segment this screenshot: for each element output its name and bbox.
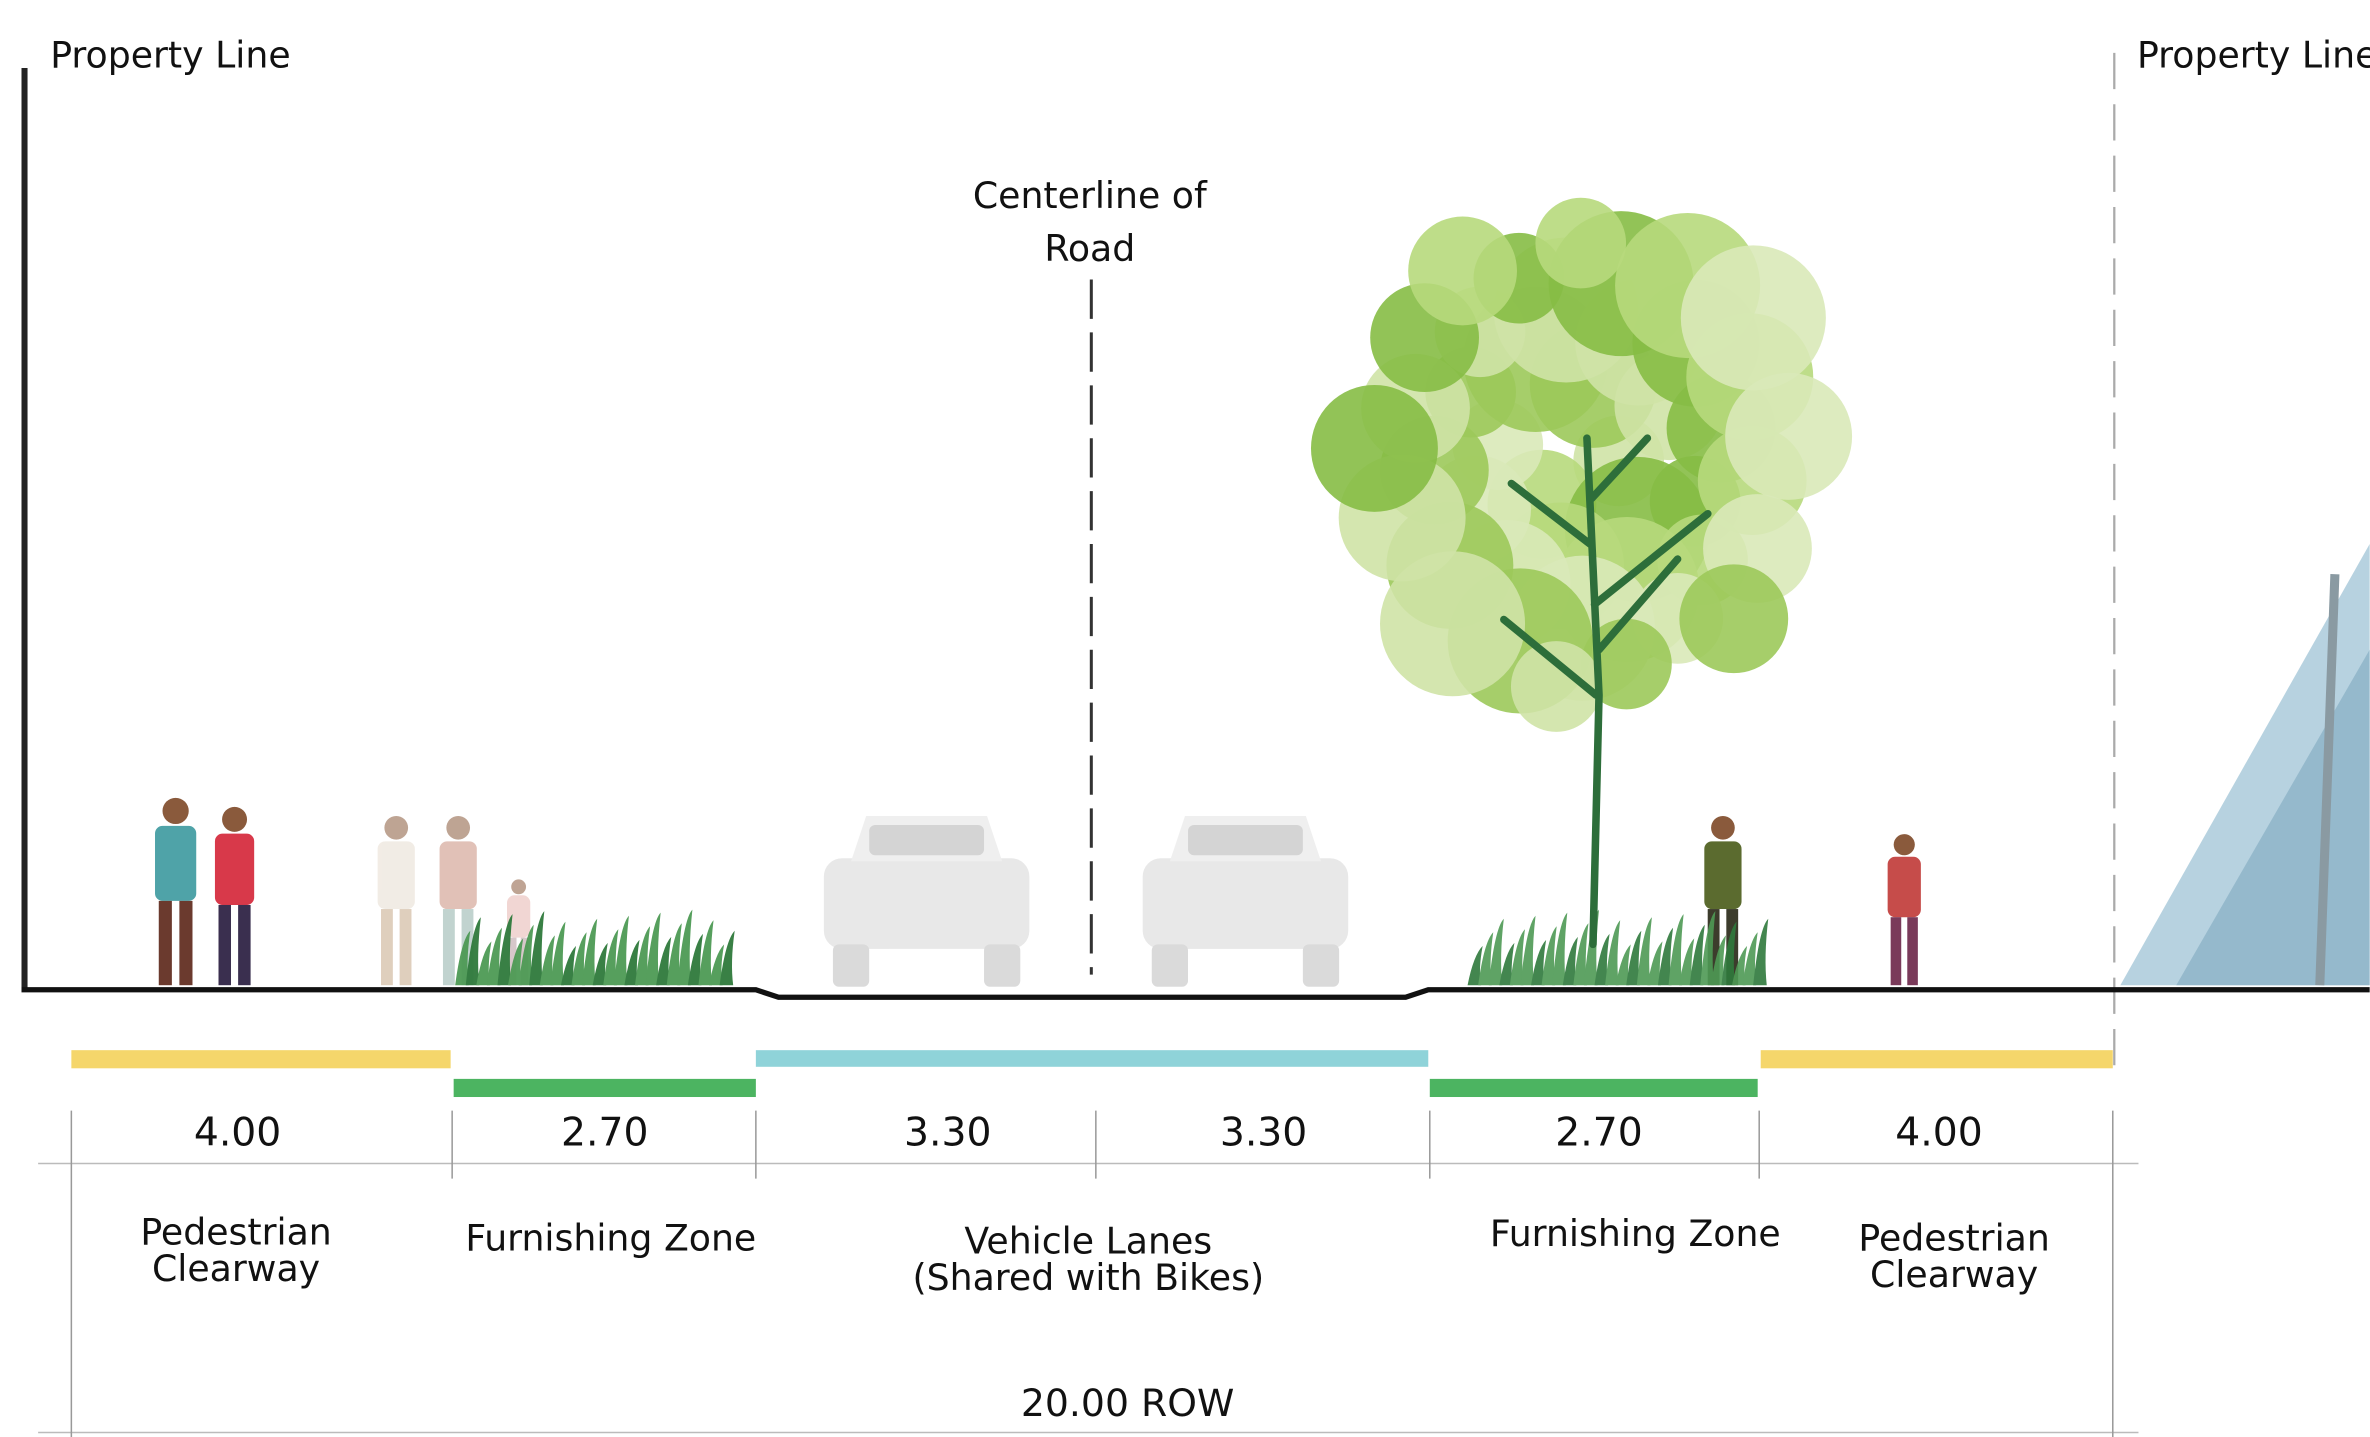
dimension-value: 4.00 <box>194 1110 281 1155</box>
zone-label: Furnishing Zone <box>465 1217 756 1260</box>
person-head <box>446 816 470 840</box>
zone-label: (Shared with Bikes) <box>912 1256 1264 1299</box>
foliage <box>1681 245 1826 390</box>
dimension-value: 3.30 <box>1220 1110 1307 1155</box>
person-leg <box>1891 917 1902 985</box>
vehicle-bar <box>756 1050 1428 1067</box>
dimension-value: 3.30 <box>904 1110 991 1155</box>
zone-label: Furnishing Zone <box>1490 1212 1781 1255</box>
person-head <box>384 816 408 840</box>
property-line-label: Property Line <box>2137 33 2370 76</box>
person-leg <box>159 901 172 985</box>
car-wheel <box>1152 944 1188 986</box>
person-torso <box>440 841 477 909</box>
person-torso <box>378 841 415 909</box>
dimension-value: 2.70 <box>1555 1110 1642 1155</box>
person-leg <box>400 909 412 985</box>
person-torso <box>215 834 254 905</box>
person-head <box>1894 834 1915 855</box>
dimension-value: 4.00 <box>1895 1110 1982 1155</box>
person-head <box>1711 816 1735 840</box>
car-body <box>1143 858 1349 949</box>
furnishing-bar <box>1430 1079 1758 1097</box>
person-leg <box>1907 917 1918 985</box>
person-leg <box>219 905 231 985</box>
furnishing-bar <box>454 1079 756 1097</box>
foliage <box>1311 385 1438 512</box>
dimension-value: 2.70 <box>561 1110 648 1155</box>
person-head <box>222 807 247 832</box>
person-leg <box>381 909 393 985</box>
person-leg <box>238 905 250 985</box>
person-head <box>511 879 526 894</box>
centerline-label: Centerline of <box>973 174 1208 217</box>
car-body <box>824 858 1030 949</box>
car-window <box>1188 825 1303 855</box>
pedestrian-bar <box>71 1050 450 1068</box>
total-width: 20.00 ROW <box>1021 1381 1234 1425</box>
street-section: Property Line Property Line Centerline of R… <box>0 0 2370 1437</box>
page: Property Line Property Line Centerline of R… <box>0 0 2370 1437</box>
pedestrian-bar <box>1761 1050 2113 1068</box>
person-torso <box>155 826 196 901</box>
person-torso <box>1704 841 1741 909</box>
person-leg <box>179 901 192 985</box>
centerline-label: Road <box>1044 227 1135 270</box>
car-wheel <box>984 944 1020 986</box>
car-wheel <box>833 944 869 986</box>
person-leg <box>443 909 455 985</box>
zone-label: Clearway <box>1870 1253 2038 1296</box>
foliage <box>1725 373 1852 500</box>
car-window <box>869 825 984 855</box>
car-wheel <box>1303 944 1339 986</box>
foliage <box>1535 198 1626 289</box>
zone-label: Clearway <box>152 1247 320 1290</box>
property-line-label: Property Line <box>50 33 290 76</box>
foliage <box>1679 564 1788 673</box>
person-head <box>163 798 189 824</box>
person-torso <box>1888 857 1921 917</box>
foliage <box>1408 217 1517 326</box>
